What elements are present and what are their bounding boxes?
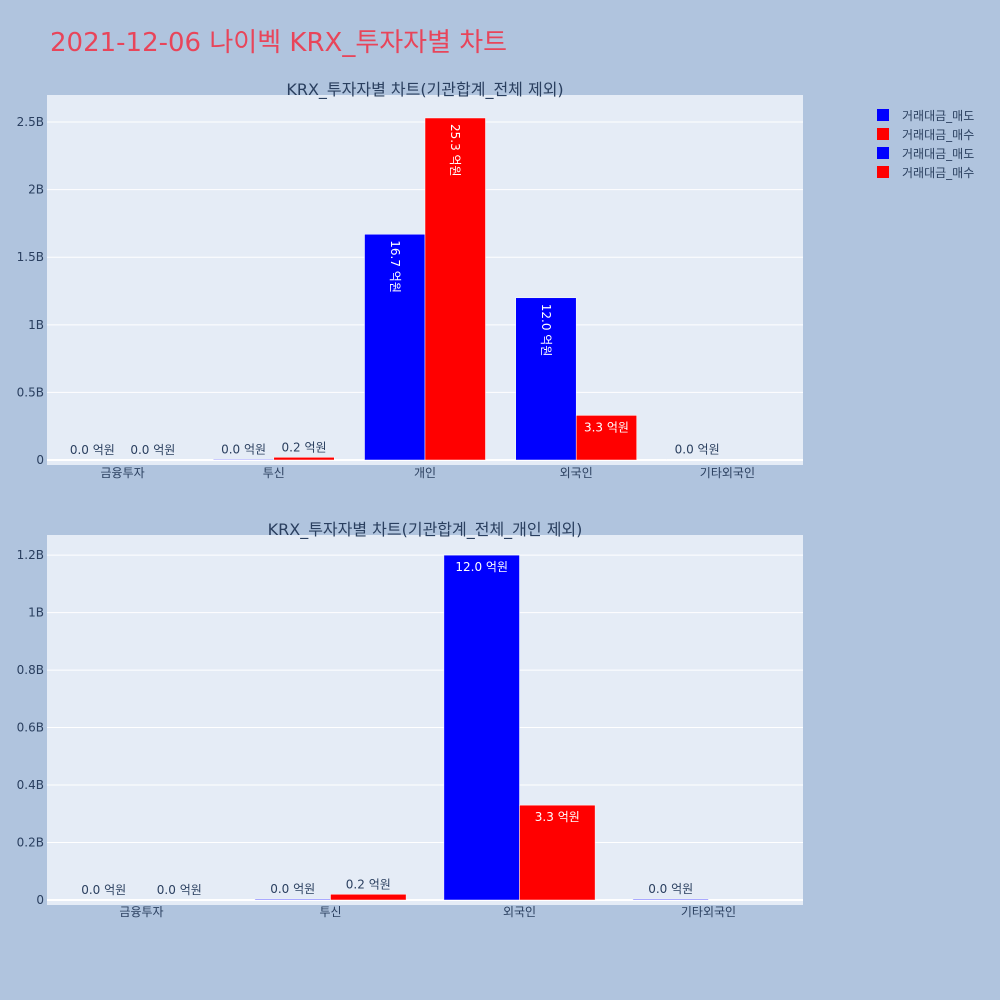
y-tick-label: 0.4B <box>17 778 44 792</box>
bar-value-label: 3.3 억원 <box>584 420 629 434</box>
legend-swatch[interactable] <box>877 128 889 140</box>
x-tick-label: 투신 <box>319 905 341 919</box>
subplot-title: KRX_투자자별 차트(기관합계_전체 제외) <box>286 80 563 100</box>
subplot-title: KRX_투자자별 차트(기관합계_전체_개인 제외) <box>268 520 583 540</box>
bar-value-label: 0.2 억원 <box>282 440 327 454</box>
subplot-2: 0 0.2B 0.4B 0.6B 0.8B 1B 1.2B KRX_투자자별 차트(기관합계_… <box>17 520 803 919</box>
bar-sell <box>515 297 577 461</box>
y-tick-label: 2.5B <box>17 115 44 129</box>
y-tick-label: 0 <box>36 893 44 907</box>
bar-value-label: 12.0 억원 <box>539 304 553 357</box>
bar-value-label: 0.0 억원 <box>70 443 115 457</box>
x-tick-label: 개인 <box>414 466 436 480</box>
subplot-1: 0 0.5B 1B 1.5B 2B 2.5B KRX_투자자별 차트(기관합계_전체 제외)… <box>17 80 803 480</box>
bar-sell <box>632 898 709 901</box>
bar-value-label: 0.0 억원 <box>157 883 202 897</box>
y-tick-label: 0.2B <box>17 836 44 850</box>
bar-buy <box>424 117 486 461</box>
x-tick-label: 외국인 <box>503 905 536 919</box>
legend-swatch[interactable] <box>877 109 889 121</box>
bar-value-label: 3.3 억원 <box>535 810 580 824</box>
legend-item-label[interactable]: 거래대금_매수 <box>902 166 974 180</box>
y-tick-label: 1.5B <box>17 250 44 264</box>
y-tick-label: 1.2B <box>17 548 44 562</box>
bar-value-label: 0.0 억원 <box>221 442 266 456</box>
x-tick-label: 금융투자 <box>101 466 145 480</box>
bar-buy <box>519 804 596 901</box>
bar-value-label: 12.0 억원 <box>455 560 508 574</box>
bar-value-label: 0.0 억원 <box>270 882 315 896</box>
x-tick-label: 투신 <box>263 466 285 480</box>
y-tick-label: 1B <box>28 606 44 620</box>
bar-value-label: 0.2 억원 <box>346 877 391 891</box>
legend-item-label[interactable]: 거래대금_매수 <box>902 128 974 142</box>
bar-buy <box>330 894 407 901</box>
bar-sell <box>213 459 275 461</box>
y-tick-label: 1B <box>28 318 44 332</box>
bar-buy <box>273 457 335 461</box>
bar-value-label: 25.3 억원 <box>448 124 462 177</box>
bar-sell <box>364 233 426 461</box>
bar-value-label: 0.0 억원 <box>81 883 126 897</box>
x-tick-label: 외국인 <box>560 466 593 480</box>
bar-buy <box>575 415 637 461</box>
bar-value-label: 0.0 억원 <box>130 443 175 457</box>
y-tick-label: 0.8B <box>17 663 44 677</box>
bar-value-label: 16.7 억원 <box>388 240 402 293</box>
y-tick-label: 2B <box>28 183 44 197</box>
bar-sell <box>254 898 331 901</box>
page-title: 2021-12-06 나이벡 KRX_투자자별 차트 <box>50 28 508 58</box>
x-tick-label: 금융투자 <box>119 905 163 919</box>
y-tick-label: 0.5B <box>17 385 44 399</box>
plot-area <box>47 535 803 905</box>
bar-sell <box>443 554 520 901</box>
x-tick-label: 기타외국인 <box>681 905 736 919</box>
legend-item-label[interactable]: 거래대금_매도 <box>902 147 974 161</box>
x-tick-label: 기타외국인 <box>700 466 755 480</box>
legend-swatch[interactable] <box>877 147 889 159</box>
bar-value-label: 0.0 억원 <box>648 882 693 896</box>
y-tick-label: 0.6B <box>17 721 44 735</box>
y-tick-label: 0 <box>36 453 44 467</box>
bar-value-label: 0.0 억원 <box>675 443 720 457</box>
legend-swatch[interactable] <box>877 166 889 178</box>
legend-item-label[interactable]: 거래대금_매도 <box>902 109 974 123</box>
